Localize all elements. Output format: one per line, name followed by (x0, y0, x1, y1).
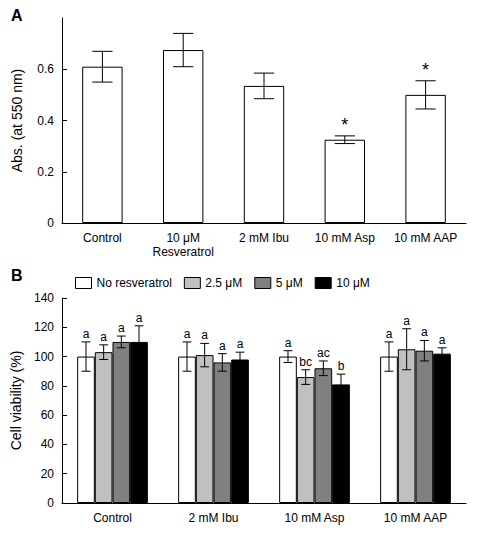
svg-text:Abs. (at 550 nm): Abs. (at 550 nm) (9, 69, 25, 173)
svg-text:A: A (11, 7, 23, 24)
svg-text:a: a (439, 333, 446, 347)
svg-text:140: 140 (34, 291, 54, 305)
svg-text:100: 100 (34, 350, 54, 364)
svg-text:a: a (118, 321, 125, 335)
svg-text:a: a (83, 327, 90, 341)
svg-text:20: 20 (41, 467, 55, 481)
svg-text:Control: Control (83, 231, 122, 245)
svg-text:bc: bc (299, 355, 312, 369)
svg-text:10 mM AAP: 10 mM AAP (384, 511, 447, 525)
svg-text:2 mM Ibu: 2 mM Ibu (239, 231, 289, 245)
svg-text:a: a (136, 311, 143, 325)
svg-text:Control: Control (93, 511, 132, 525)
svg-text:a: a (100, 330, 107, 344)
svg-text:a: a (219, 339, 226, 353)
svg-text:b: b (338, 359, 345, 373)
svg-text:2.5 μM: 2.5 μM (205, 276, 242, 290)
svg-text:a: a (403, 314, 410, 328)
svg-text:a: a (201, 328, 208, 342)
svg-text:10 μM: 10 μM (336, 276, 370, 290)
svg-text:0.6: 0.6 (37, 62, 54, 76)
svg-text:No resveratrol: No resveratrol (97, 276, 172, 290)
svg-text:60: 60 (41, 408, 55, 422)
svg-text:10 μM: 10 μM (166, 231, 200, 245)
svg-text:10 mM AAP: 10 mM AAP (394, 231, 457, 245)
svg-text:a: a (237, 337, 244, 351)
svg-text:a: a (421, 325, 428, 339)
svg-text:a: a (386, 327, 393, 341)
svg-text:0: 0 (47, 496, 54, 510)
svg-text:a: a (285, 336, 292, 350)
svg-text:a: a (184, 327, 191, 341)
svg-text:10 mM Asp: 10 mM Asp (284, 511, 344, 525)
svg-text:2 mM Ibu: 2 mM Ibu (188, 511, 238, 525)
svg-text:0: 0 (47, 216, 54, 230)
svg-text:B: B (11, 267, 23, 284)
svg-text:ac: ac (317, 346, 330, 360)
svg-text:80: 80 (41, 379, 55, 393)
svg-text:0.4: 0.4 (37, 114, 54, 128)
svg-text:Resveratrol: Resveratrol (153, 245, 214, 259)
svg-text:10 mM Asp: 10 mM Asp (315, 231, 375, 245)
svg-text:Cell viability (%): Cell viability (%) (8, 351, 24, 451)
svg-text:*: * (341, 115, 348, 135)
svg-text:40: 40 (41, 437, 55, 451)
svg-text:*: * (422, 60, 429, 80)
svg-text:120: 120 (34, 320, 54, 334)
svg-text:5 μM: 5 μM (276, 276, 303, 290)
svg-text:0.2: 0.2 (37, 165, 54, 179)
